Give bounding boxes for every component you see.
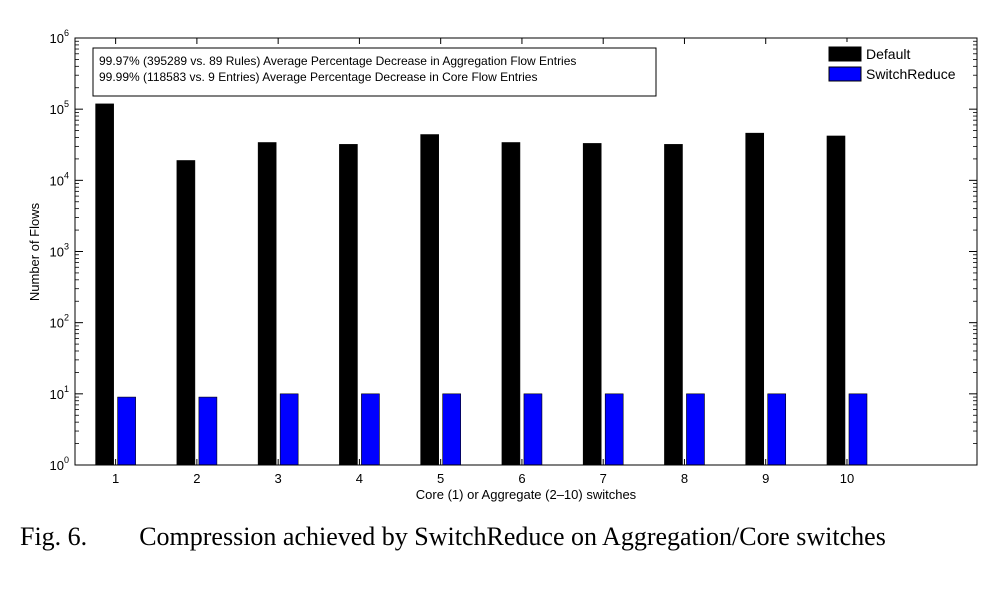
annotation-frame: [92, 47, 657, 97]
annotation-box: 99.97% (395289 vs. 89 Rules) Average Per…: [92, 47, 657, 97]
bar-switchreduce-9: [767, 393, 787, 466]
legend-label-default: Default: [866, 46, 910, 62]
bar-default-10: [826, 135, 846, 466]
flows-bar-chart: 1 2 3 4 5 6 7 8 9 10 100 101 102 103 104 105 106 Core (1…: [27, 28, 978, 502]
legend: Default SwitchReduce: [816, 42, 972, 86]
annotation-aggregation: 99.97% (395289 vs. 89 Rules) Average Per…: [99, 54, 576, 68]
y-tick-label: 100: [50, 455, 69, 473]
x-tick-label: 6: [518, 471, 525, 486]
x-tick-label: 10: [840, 471, 854, 486]
y-tick-label: 104: [50, 170, 69, 188]
y-tick-label: 103: [50, 242, 69, 260]
bar-switchreduce-6: [523, 393, 543, 466]
bar-default-2: [176, 160, 196, 466]
y-axis-label: Number of Flows: [27, 202, 42, 301]
bar-default-7: [582, 143, 602, 466]
bar-default-8: [664, 144, 683, 466]
bar-default-1: [95, 103, 114, 466]
bar-switchreduce-10: [848, 393, 868, 466]
legend-label-switchreduce: SwitchReduce: [866, 66, 956, 82]
x-tick-label: 9: [762, 471, 769, 486]
y-tick-label: 101: [50, 384, 69, 402]
bar-default-6: [501, 142, 521, 466]
x-tick-label: 7: [600, 471, 607, 486]
x-tick-label: 2: [193, 471, 200, 486]
legend-swatch-default: [828, 46, 862, 62]
x-tick-label: 4: [356, 471, 363, 486]
x-tick-label: 5: [437, 471, 444, 486]
x-tick-label: 8: [681, 471, 688, 486]
legend-swatch-switchreduce: [828, 66, 862, 82]
bar-switchreduce-4: [361, 393, 380, 466]
y-tick-label: 105: [50, 99, 69, 117]
x-tick-label: 3: [275, 471, 282, 486]
bar-switchreduce-7: [604, 393, 624, 466]
bar-default-3: [257, 142, 277, 466]
bar-switchreduce-2: [198, 396, 218, 466]
annotation-core: 99.99% (118583 vs. 9 Entries) Average Pe…: [99, 70, 537, 84]
x-tick-label: 1: [112, 471, 119, 486]
bar-switchreduce-8: [686, 393, 705, 466]
x-axis-label: Core (1) or Aggregate (2–10) switches: [416, 487, 637, 502]
bar-switchreduce-5: [442, 393, 461, 466]
bar-default-4: [339, 144, 358, 466]
bar-switchreduce-1: [117, 396, 136, 466]
y-tick-label: 102: [50, 313, 69, 331]
figure-label: Fig. 6.: [20, 522, 88, 551]
bar-default-5: [420, 134, 439, 466]
bar-switchreduce-3: [279, 393, 299, 466]
figure-caption: Fig. 6. Compression achieved by SwitchRed…: [20, 520, 978, 553]
bar-default-9: [745, 132, 765, 466]
figure-caption-text: Compression achieved by SwitchReduce on …: [139, 522, 886, 551]
y-tick-label: 106: [50, 28, 69, 46]
